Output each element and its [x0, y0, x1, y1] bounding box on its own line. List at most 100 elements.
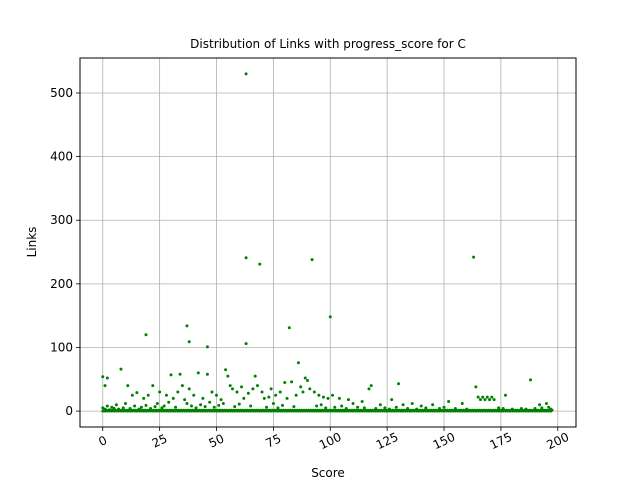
data-point — [110, 405, 114, 409]
data-point — [217, 403, 221, 407]
data-point — [292, 405, 296, 409]
data-point — [128, 407, 132, 411]
data-point — [258, 262, 262, 266]
data-point — [390, 398, 394, 402]
data-point — [226, 374, 230, 378]
data-point — [287, 326, 291, 330]
data-point — [237, 402, 241, 406]
data-point — [419, 404, 423, 408]
data-point — [437, 407, 441, 411]
data-point — [290, 380, 294, 384]
data-point — [233, 405, 237, 409]
data-point — [255, 384, 259, 388]
data-point — [369, 384, 373, 388]
data-point — [178, 372, 182, 376]
data-point — [164, 393, 168, 397]
y-tick-label: 500 — [50, 86, 73, 100]
data-point — [374, 407, 378, 411]
data-point — [285, 396, 289, 400]
data-point — [230, 387, 234, 391]
data-point — [274, 393, 278, 397]
data-point — [415, 407, 419, 411]
data-point — [194, 406, 198, 410]
x-axis-label: Score — [311, 466, 345, 480]
data-point — [431, 403, 435, 407]
data-point — [244, 72, 248, 76]
data-point — [210, 390, 214, 394]
data-point — [367, 387, 371, 391]
data-point — [510, 407, 514, 411]
data-point — [362, 406, 366, 410]
data-point — [265, 405, 269, 409]
data-point — [144, 333, 148, 337]
data-point — [103, 407, 107, 411]
data-point — [117, 407, 121, 411]
data-point — [383, 406, 387, 410]
data-point — [221, 401, 225, 405]
data-point — [340, 404, 344, 408]
y-axis-ticks: 0 100 200 300 400 500 — [50, 86, 80, 418]
data-point — [276, 406, 280, 410]
data-point — [476, 395, 480, 399]
data-point — [105, 376, 109, 380]
data-point — [478, 398, 482, 402]
data-point — [262, 396, 266, 400]
data-point — [108, 408, 112, 412]
data-point — [547, 405, 551, 409]
data-point — [187, 387, 191, 391]
chart-title: Distribution of Links with progress_scor… — [190, 37, 466, 51]
data-point — [453, 407, 457, 411]
data-point — [215, 393, 219, 397]
data-point — [162, 404, 166, 408]
data-point — [112, 407, 116, 411]
data-point — [278, 390, 282, 394]
data-point — [540, 406, 544, 410]
data-point — [251, 387, 255, 391]
data-point — [519, 407, 523, 411]
data-point — [105, 404, 109, 408]
data-point — [492, 398, 496, 402]
data-point — [246, 391, 250, 395]
data-point — [187, 340, 191, 344]
data-point — [460, 401, 464, 405]
data-point — [442, 405, 446, 409]
data-point — [124, 401, 128, 405]
data-point — [488, 398, 492, 402]
data-point — [474, 385, 478, 389]
data-point — [406, 407, 410, 411]
data-point — [133, 404, 137, 408]
data-point — [283, 380, 287, 384]
data-point — [312, 390, 316, 394]
data-point — [244, 256, 248, 260]
data-point — [139, 405, 143, 409]
data-point — [271, 401, 275, 405]
data-point — [538, 403, 542, 407]
data-point — [205, 345, 209, 349]
data-point — [303, 376, 307, 380]
data-point — [151, 384, 155, 388]
data-point — [524, 407, 528, 411]
data-point — [387, 407, 391, 411]
data-point — [308, 387, 312, 391]
data-point — [219, 398, 223, 402]
data-point — [146, 393, 150, 397]
data-point — [397, 382, 401, 386]
data-point — [228, 384, 232, 388]
data-point — [310, 258, 314, 262]
y-axis-label: Links — [25, 227, 39, 258]
data-point — [205, 372, 209, 376]
y-tick-label: 400 — [50, 150, 73, 164]
x-tick-label: 75 — [264, 431, 284, 450]
data-point — [346, 398, 350, 402]
data-point — [324, 406, 328, 410]
data-point — [149, 407, 153, 411]
data-point — [155, 401, 159, 405]
data-point — [544, 401, 548, 405]
data-point — [503, 393, 507, 397]
data-point — [103, 384, 107, 388]
data-point — [344, 407, 348, 411]
data-point — [180, 384, 184, 388]
data-point — [497, 406, 501, 410]
